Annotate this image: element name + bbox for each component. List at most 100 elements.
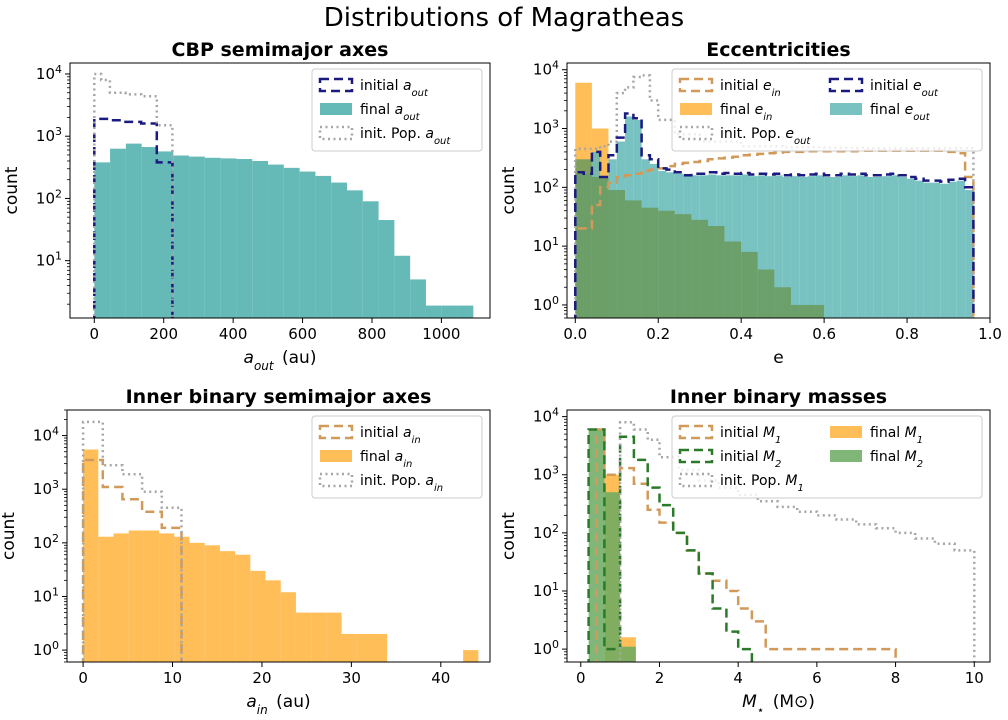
hist-bar — [295, 612, 312, 662]
x-tick-label: 1000 — [422, 325, 460, 343]
hist-bar — [371, 633, 388, 662]
x-tick-label: 10 — [163, 669, 182, 687]
panel-title: Inner binary semimajor axes — [126, 386, 432, 408]
hist-bar — [219, 551, 236, 662]
hist-bar — [575, 159, 592, 318]
hist-step — [618, 421, 976, 662]
legend-swatch — [680, 103, 712, 115]
panel-title: CBP semimajor axes — [172, 39, 389, 61]
hist-bar — [741, 251, 758, 318]
hist-bar — [174, 536, 190, 662]
legend: initial ain final ain init. Pop. ain — [311, 415, 483, 499]
y-tick-label: 101 — [533, 235, 559, 256]
hist-bar — [157, 151, 174, 318]
y-axis-label: count — [0, 512, 19, 560]
hist-bar — [204, 545, 220, 662]
legend: initial M1 initial M2 init. Pop. M1 final M… — [671, 415, 983, 499]
hist-bar — [898, 176, 908, 318]
hist-bar — [604, 492, 621, 662]
y-tick-label: 103 — [36, 125, 62, 146]
hist-bar — [907, 178, 916, 318]
axes-frame — [566, 409, 991, 663]
legend-swatch — [318, 77, 354, 93]
legend-swatch — [830, 426, 862, 438]
hist-bar — [141, 147, 158, 318]
axes-frame — [66, 409, 491, 663]
figure-suptitle: Distributions of Magratheas — [324, 3, 684, 33]
hist-bar — [98, 536, 114, 662]
hist-bar — [774, 287, 791, 318]
hist-bar — [331, 182, 347, 318]
hist-bar — [173, 155, 190, 318]
hist-bar — [849, 176, 858, 318]
panel-1: 0.0 0.2 0.4 0.6 0.8 1.0 100 101 102 103 104 Eccentr… — [499, 39, 1002, 368]
hist-bar — [757, 269, 775, 318]
legend-label: initial eout — [870, 78, 939, 99]
x-tick-label: 2 — [655, 669, 665, 687]
legend-label: final M2 — [870, 449, 923, 470]
y-tick-label: 102 — [533, 521, 559, 542]
hist-bar — [948, 181, 957, 318]
plot-area — [93, 72, 474, 318]
x-tick-label: 30 — [342, 669, 361, 687]
panel-0: 0 200 400 600 800 1000 101 102 103 104 CBP semimaj… — [2, 39, 491, 373]
x-tick-label: 0.8 — [895, 325, 919, 343]
x-axis-label: aout (au) — [244, 348, 317, 373]
legend-swatch — [320, 450, 352, 462]
hist-bar — [204, 157, 221, 318]
hist-bar — [110, 148, 126, 318]
hist-bar — [378, 220, 395, 318]
x-tick-label: 600 — [288, 325, 317, 343]
y-tick-label: 100 — [533, 638, 559, 659]
legend-label: final aout — [360, 102, 421, 123]
hist-bar — [425, 305, 442, 318]
y-tick-label: 102 — [36, 187, 62, 208]
y-tick-label: 102 — [533, 176, 559, 197]
plot-area — [81, 420, 479, 662]
hist-bar — [865, 176, 874, 318]
hist-step — [93, 72, 174, 318]
panel-2: 0 10 20 30 40 100 101 102 103 104 Inner binary sem… — [0, 386, 491, 717]
x-tick-label: 0.4 — [729, 325, 753, 343]
hist-bar — [265, 580, 281, 662]
panel-title: Inner binary masses — [670, 386, 887, 408]
y-tick-label: 101 — [533, 579, 559, 600]
hist-bar — [189, 156, 205, 318]
hist-bar — [691, 219, 708, 318]
hist-bar — [143, 530, 160, 662]
plot-area — [587, 421, 976, 662]
hist-step — [81, 458, 183, 662]
hist-bar — [299, 171, 316, 318]
y-axis-label: count — [499, 512, 519, 560]
x-axis-label: M⋆ (M⊙) — [742, 692, 815, 717]
hist-bar — [283, 167, 300, 318]
hist-step — [81, 420, 183, 662]
hist-bar — [956, 180, 966, 318]
axes-frame — [69, 62, 491, 319]
hist-bar — [113, 533, 129, 662]
legend-swatch — [678, 77, 714, 93]
x-tick-label: 0 — [78, 669, 88, 687]
hist-bar — [799, 176, 808, 318]
x-tick-label: 800 — [358, 325, 387, 343]
y-axis-label: count — [499, 166, 519, 214]
x-tick-label: 1.0 — [978, 325, 1002, 343]
legend-frame — [311, 415, 483, 499]
hist-bar — [641, 207, 659, 318]
legend-label: init. Pop. eout — [720, 126, 811, 147]
hist-bar — [588, 429, 605, 662]
hist-bar — [724, 241, 742, 318]
panel-title: Eccentricities — [706, 39, 850, 61]
legend-label: init. Pop. ain — [360, 473, 443, 494]
legend: initial ein final ein init. Pop. eout initi… — [671, 68, 983, 152]
y-tick-label: 104 — [33, 424, 59, 445]
hist-bar — [658, 210, 675, 318]
hist-bar — [315, 175, 332, 318]
hist-bar — [362, 201, 379, 318]
y-axis-label: count — [2, 166, 22, 214]
hist-bar — [708, 226, 725, 318]
hist-bar — [235, 554, 251, 662]
x-axis-label: e — [773, 348, 783, 368]
x-tick-label: 8 — [891, 669, 901, 687]
hist-bar — [457, 305, 474, 318]
